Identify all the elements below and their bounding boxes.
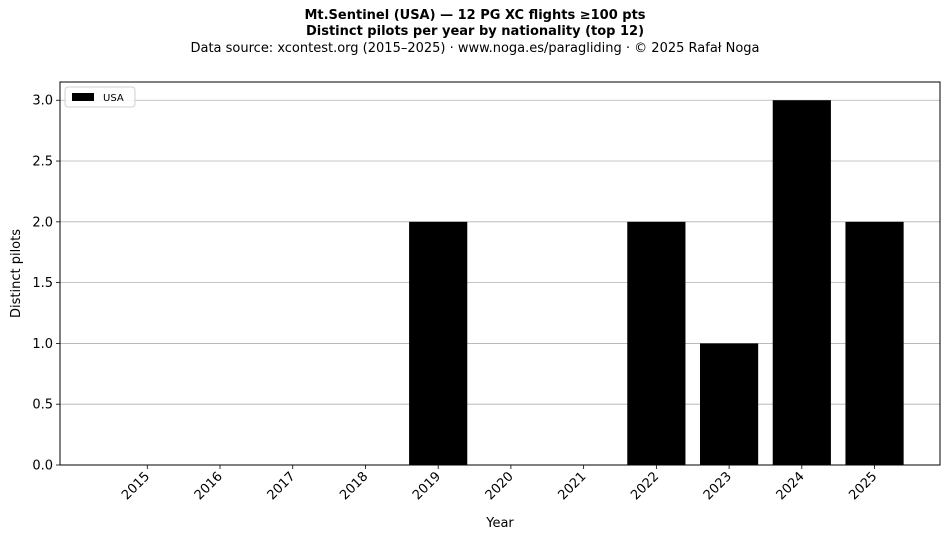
y-axis-label: Distinct pilots [9, 229, 24, 318]
x-tick-label: 2016 [192, 469, 226, 503]
bar-2022 [627, 221, 686, 465]
legend-swatch [72, 93, 94, 101]
x-tick-label: 2025 [846, 469, 880, 503]
bar-2019 [409, 221, 468, 465]
x-tick-label: 2017 [265, 469, 299, 503]
y-tick-label: 0.0 [32, 459, 53, 474]
bar-2024 [772, 100, 831, 465]
y-tick-label: 1.5 [32, 276, 53, 291]
legend-label: USA [103, 93, 124, 104]
bar-2025 [845, 221, 904, 465]
legend-box [64, 86, 136, 108]
chart-title-secondary: Distinct pilots per year by nationality … [305, 24, 645, 39]
chart-title-block: Mt.Sentinel (USA) — 12 PG XC flights ≥10… [0, 8, 950, 57]
y-tick-label: 3.0 [32, 94, 53, 109]
y-tick-label: 1.0 [32, 337, 53, 352]
x-tick-label: 2022 [628, 469, 662, 503]
bar-2023 [700, 343, 759, 465]
y-tick-label: 2.0 [32, 215, 53, 230]
x-tick-label: 2019 [410, 469, 444, 503]
x-tick-label: 2023 [701, 469, 735, 503]
chart-subtitle: Data source: xcontest.org (2015–2025) · … [190, 41, 760, 56]
x-tick-label: 2018 [337, 469, 371, 503]
chart-title: Mt.Sentinel (USA) — 12 PG XC flights ≥10… [304, 8, 646, 23]
plot-frame [59, 81, 941, 466]
y-tick-label: 0.5 [32, 398, 53, 413]
x-tick-label: 2020 [483, 469, 517, 503]
y-tick-label: 2.5 [32, 155, 53, 170]
x-axis-label: Year [485, 516, 514, 531]
x-tick-label: 2021 [555, 469, 589, 503]
x-tick-label: 2015 [119, 469, 153, 503]
x-tick-label: 2024 [774, 469, 808, 503]
